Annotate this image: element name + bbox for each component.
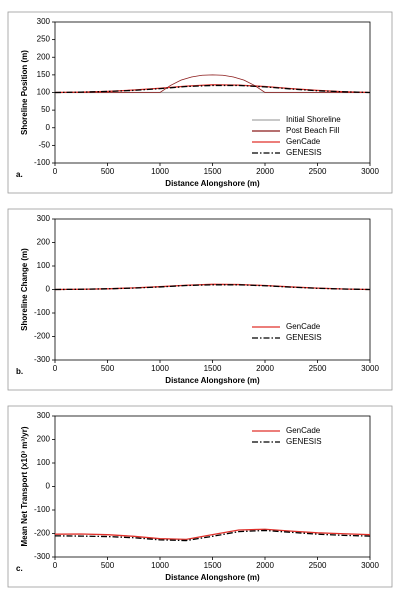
y-tick-label: 300 bbox=[37, 214, 51, 223]
y-tick-label: 100 bbox=[37, 88, 51, 97]
x-axis-label: Distance Alongshore (m) bbox=[165, 376, 260, 385]
x-tick-label: 2000 bbox=[256, 561, 274, 570]
x-tick-label: 1000 bbox=[151, 364, 169, 373]
y-tick-label: 200 bbox=[37, 238, 51, 247]
y-tick-label: -300 bbox=[34, 355, 51, 364]
y-tick-label: 50 bbox=[41, 105, 50, 114]
legend-label: GenCade bbox=[286, 322, 321, 331]
x-tick-label: 2500 bbox=[309, 167, 327, 176]
panel-frame bbox=[7, 405, 393, 588]
y-tick-label: -100 bbox=[34, 505, 51, 514]
x-axis-label: Distance Alongshore (m) bbox=[165, 179, 260, 188]
y-tick-label: -50 bbox=[38, 140, 50, 149]
x-tick-label: 3000 bbox=[361, 167, 379, 176]
legend-label: GENESIS bbox=[286, 148, 322, 157]
x-tick-label: 2500 bbox=[309, 364, 327, 373]
x-tick-label: 1500 bbox=[204, 167, 222, 176]
y-tick-label: 200 bbox=[37, 435, 51, 444]
y-axis-label: Mean Net Transport (x10³ m³/yr) bbox=[20, 426, 29, 546]
series-line bbox=[54, 84, 371, 94]
x-axis-label: Distance Alongshore (m) bbox=[165, 573, 260, 582]
series-line bbox=[54, 284, 371, 291]
x-tick-label: 0 bbox=[53, 364, 58, 373]
legend-label: GENESIS bbox=[286, 437, 322, 446]
y-tick-label: 100 bbox=[37, 458, 51, 467]
x-tick-label: 3000 bbox=[361, 364, 379, 373]
y-axis-label: Shoreline Change (m) bbox=[20, 248, 29, 331]
x-tick-label: 2000 bbox=[256, 364, 274, 373]
x-tick-label: 1000 bbox=[151, 167, 169, 176]
legend-label: GENESIS bbox=[286, 333, 322, 342]
y-tick-label: 300 bbox=[37, 17, 51, 26]
series-line bbox=[54, 84, 371, 94]
panel-frame bbox=[7, 11, 393, 194]
x-tick-label: 0 bbox=[53, 167, 58, 176]
x-tick-label: 0 bbox=[53, 561, 58, 570]
panel-label: a. bbox=[16, 170, 23, 179]
y-tick-label: -200 bbox=[34, 332, 51, 341]
x-tick-label: 1000 bbox=[151, 561, 169, 570]
y-tick-label: -300 bbox=[34, 552, 51, 561]
legend-label: Post Beach Fill bbox=[286, 126, 340, 135]
x-tick-label: 500 bbox=[101, 167, 115, 176]
series-line bbox=[54, 528, 371, 541]
panel-frame bbox=[7, 208, 393, 391]
y-tick-label: 300 bbox=[37, 411, 51, 420]
panel-label: b. bbox=[16, 367, 23, 376]
legend-label: Initial Shoreline bbox=[286, 115, 341, 124]
x-tick-label: 500 bbox=[101, 561, 115, 570]
y-tick-label: 250 bbox=[37, 35, 51, 44]
legend-label: GenCade bbox=[286, 426, 321, 435]
y-tick-label: -100 bbox=[34, 158, 51, 167]
y-axis-label: Shoreline Position (m) bbox=[20, 50, 29, 135]
y-tick-label: -100 bbox=[34, 308, 51, 317]
x-tick-label: 2500 bbox=[309, 561, 327, 570]
y-tick-label: 150 bbox=[37, 70, 51, 79]
y-tick-label: 100 bbox=[37, 261, 51, 270]
x-tick-label: 3000 bbox=[361, 561, 379, 570]
x-tick-label: 1500 bbox=[204, 561, 222, 570]
x-tick-label: 2000 bbox=[256, 167, 274, 176]
y-tick-label: 0 bbox=[46, 123, 51, 132]
legend-label: GenCade bbox=[286, 137, 321, 146]
y-tick-label: 0 bbox=[46, 285, 51, 294]
panel-label: c. bbox=[16, 564, 23, 573]
x-tick-label: 500 bbox=[101, 364, 115, 373]
y-tick-label: 200 bbox=[37, 52, 51, 61]
series-line bbox=[54, 529, 371, 542]
y-tick-label: 0 bbox=[46, 482, 51, 491]
series-line bbox=[55, 74, 370, 93]
x-tick-label: 1500 bbox=[204, 364, 222, 373]
y-tick-label: -200 bbox=[34, 529, 51, 538]
